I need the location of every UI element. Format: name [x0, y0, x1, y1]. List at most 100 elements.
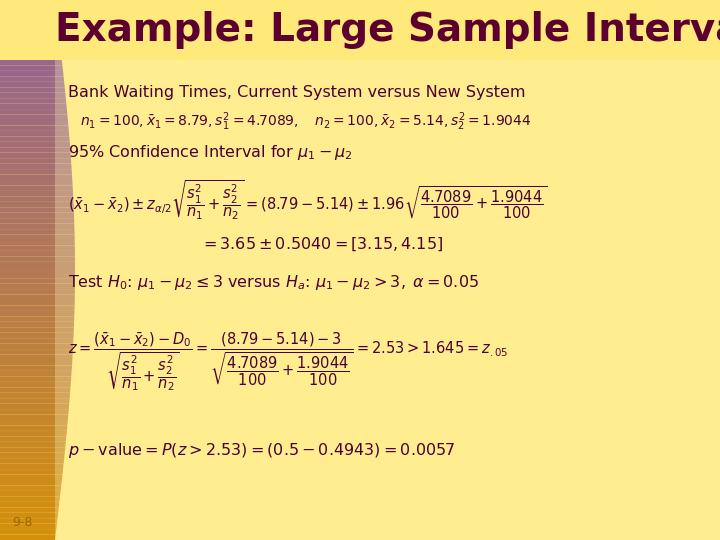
Polygon shape: [0, 213, 74, 218]
Polygon shape: [0, 60, 63, 65]
Text: $p - \mathrm{value} = P(z > 2.53) = (0.5 - 0.4943) = 0.0057$: $p - \mathrm{value} = P(z > 2.53) = (0.5…: [68, 441, 455, 460]
Polygon shape: [0, 480, 62, 485]
Polygon shape: [0, 93, 66, 98]
Polygon shape: [0, 142, 70, 147]
Polygon shape: [0, 507, 59, 512]
Polygon shape: [0, 338, 73, 343]
Polygon shape: [0, 393, 70, 398]
Polygon shape: [0, 431, 67, 436]
Polygon shape: [0, 300, 75, 306]
Polygon shape: [0, 327, 74, 333]
Text: 9-8: 9-8: [12, 516, 32, 529]
Polygon shape: [0, 447, 66, 453]
Polygon shape: [0, 174, 72, 180]
Polygon shape: [0, 185, 73, 191]
Polygon shape: [0, 114, 68, 120]
Text: Test $H_0$: $\mu_1 - \mu_2 \leq 3$ versus $H_a$: $\mu_1 - \mu_2 > 3,\; \alpha = : Test $H_0$: $\mu_1 - \mu_2 \leq 3$ versu…: [68, 273, 479, 292]
Polygon shape: [0, 109, 68, 114]
Polygon shape: [0, 382, 71, 387]
Polygon shape: [0, 491, 60, 496]
Polygon shape: [0, 49, 61, 55]
Polygon shape: [0, 360, 72, 366]
Polygon shape: [0, 234, 75, 240]
Polygon shape: [0, 153, 71, 158]
Polygon shape: [0, 207, 74, 213]
Polygon shape: [0, 469, 63, 475]
Polygon shape: [0, 496, 60, 502]
Polygon shape: [0, 278, 75, 284]
Polygon shape: [0, 284, 75, 289]
Polygon shape: [0, 366, 72, 371]
Polygon shape: [0, 426, 68, 431]
Polygon shape: [0, 246, 75, 251]
Polygon shape: [0, 76, 64, 82]
Polygon shape: [0, 502, 60, 507]
Polygon shape: [0, 333, 73, 338]
Polygon shape: [0, 137, 70, 142]
Polygon shape: [0, 120, 68, 125]
Polygon shape: [0, 256, 75, 262]
Polygon shape: [0, 518, 58, 524]
Polygon shape: [0, 55, 62, 60]
Polygon shape: [0, 311, 74, 316]
Polygon shape: [0, 240, 75, 246]
Text: $n_1 = 100, \bar{x}_1 = 8.79, s_1^2 = 4.7089,$$\quad n_2 = 100, \bar{x}_2 = 5.14: $n_1 = 100, \bar{x}_1 = 8.79, s_1^2 = 4.…: [80, 111, 531, 133]
Polygon shape: [0, 164, 72, 169]
Polygon shape: [0, 294, 75, 300]
Polygon shape: [0, 158, 71, 164]
Polygon shape: [0, 224, 74, 229]
Polygon shape: [0, 398, 70, 403]
Polygon shape: [0, 322, 74, 327]
Polygon shape: [0, 202, 73, 207]
Polygon shape: [0, 11, 57, 16]
Polygon shape: [0, 442, 66, 447]
Polygon shape: [0, 44, 60, 49]
Polygon shape: [0, 33, 60, 38]
Polygon shape: [0, 191, 73, 197]
Polygon shape: [0, 267, 75, 273]
Polygon shape: [0, 436, 66, 442]
Polygon shape: [0, 485, 61, 491]
Polygon shape: [0, 306, 75, 311]
Polygon shape: [0, 524, 57, 529]
Bar: [0, 0, 720, 60]
Polygon shape: [0, 343, 73, 349]
Polygon shape: [0, 147, 71, 153]
Polygon shape: [0, 180, 73, 185]
Polygon shape: [0, 458, 64, 464]
Text: $= 3.65 \pm 0.5040 = [3.15, 4.15]$: $= 3.65 \pm 0.5040 = [3.15, 4.15]$: [200, 235, 443, 253]
Polygon shape: [0, 464, 63, 469]
Polygon shape: [0, 349, 73, 355]
Polygon shape: [0, 273, 75, 278]
Polygon shape: [0, 87, 66, 93]
Polygon shape: [0, 371, 72, 376]
Polygon shape: [0, 0, 55, 5]
Polygon shape: [0, 387, 71, 393]
Text: Bank Waiting Times, Current System versus New System: Bank Waiting Times, Current System versu…: [68, 84, 526, 99]
Polygon shape: [0, 229, 75, 234]
Polygon shape: [0, 5, 56, 11]
Polygon shape: [0, 82, 65, 87]
Polygon shape: [0, 251, 75, 256]
Polygon shape: [0, 125, 69, 131]
Polygon shape: [0, 453, 65, 458]
Polygon shape: [0, 415, 68, 420]
Polygon shape: [0, 65, 63, 71]
Bar: [55, 60, 720, 540]
Polygon shape: [0, 38, 60, 44]
Polygon shape: [0, 403, 69, 409]
Polygon shape: [0, 104, 67, 109]
Polygon shape: [0, 28, 59, 33]
Polygon shape: [0, 22, 58, 28]
Polygon shape: [0, 197, 73, 202]
Polygon shape: [0, 376, 71, 382]
Polygon shape: [0, 535, 55, 540]
Polygon shape: [0, 16, 58, 22]
Polygon shape: [0, 420, 68, 426]
Polygon shape: [0, 169, 72, 174]
Polygon shape: [0, 475, 63, 480]
Polygon shape: [0, 218, 74, 224]
Polygon shape: [0, 316, 74, 322]
Polygon shape: [0, 98, 66, 104]
Polygon shape: [0, 409, 69, 415]
